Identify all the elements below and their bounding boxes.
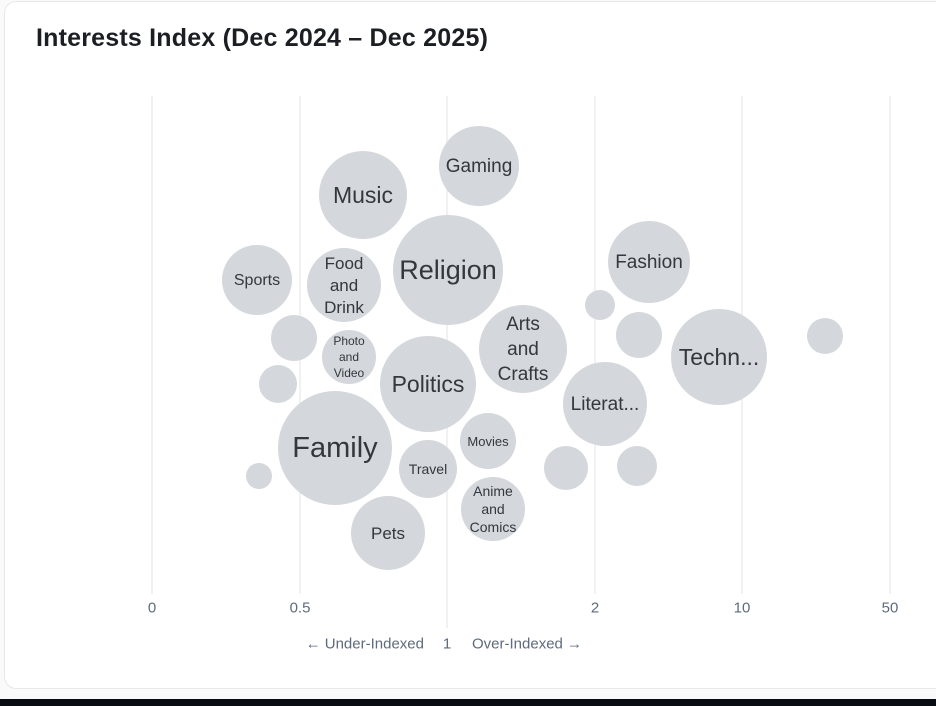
bubble-techn[interactable]: Techn... [671,309,767,405]
bubble-circle-movies[interactable] [460,413,516,469]
bubble-unlabeled[interactable] [246,463,272,489]
bubble-circle-techn[interactable] [671,309,767,405]
bubble-label-movies: Movies [467,434,509,449]
bubble-label-food-and-drink: Food and Drink [324,254,364,317]
bottom-bar [0,699,936,706]
bubble-label-sports: Sports [234,272,280,289]
bubble-label-arts-and-crafts: Arts and Crafts [498,314,549,385]
bubble-sports[interactable]: Sports [222,245,292,315]
bubble-circle-family[interactable] [278,391,392,505]
x-tick-label-50: 50 [882,600,899,617]
bubble-label-religion: Religion [399,255,497,285]
x-tick-label-0: 0 [148,600,156,617]
bubble-circle-sports[interactable] [222,245,292,315]
bubble-movies[interactable]: Movies [460,413,516,469]
bubble-label-pets: Pets [371,524,405,543]
bubble-circle-unlabeled[interactable] [271,315,317,361]
bubble-label-photo-and-video: Photo and Video [333,334,365,380]
bubble-circle-religion[interactable] [393,215,503,325]
bubble-label-family: Family [292,432,378,464]
bubble-unlabeled[interactable] [271,315,317,361]
axis-annotation-under-indexed: ← Under-Indexed [306,636,424,653]
bubble-food-and-drink[interactable]: Food and Drink [307,248,381,322]
bubble-family[interactable]: Family [278,391,392,505]
x-tick-label-10: 10 [734,600,751,617]
bubble-circle-music[interactable] [319,151,407,239]
bubble-circle-unlabeled[interactable] [544,446,588,490]
bubble-music[interactable]: Music [319,151,407,239]
bubble-politics[interactable]: Politics [380,336,476,432]
axis-annotation-over-indexed: Over-Indexed → [472,636,582,653]
bubble-label-techn: Techn... [679,344,760,370]
x-tick-label-2: 2 [591,600,599,617]
bubble-anime-and-comics[interactable]: Anime and Comics [461,477,525,541]
bubble-circle-travel[interactable] [399,440,457,498]
bubble-religion[interactable]: Religion [393,215,503,325]
bubble-unlabeled[interactable] [585,290,615,320]
bubble-circle-arts-and-crafts[interactable] [479,305,567,393]
chart-title: Interests Index (Dec 2024 – Dec 2025) [36,24,489,52]
bubble-circle-unlabeled[interactable] [616,312,662,358]
bubble-label-travel: Travel [409,461,447,477]
bubble-literat[interactable]: Literat... [563,362,647,446]
bubble-unlabeled[interactable] [259,365,297,403]
bubble-unlabeled[interactable] [617,446,657,486]
bubble-circle-literat[interactable] [563,362,647,446]
bubble-circle-photo-and-video[interactable] [322,330,376,384]
bubble-circle-anime-and-comics[interactable] [461,477,525,541]
bubble-label-literat: Literat... [571,394,640,415]
bubble-circle-pets[interactable] [351,496,425,570]
bubble-circle-unlabeled[interactable] [617,446,657,486]
x-tick-label-1: 1 [443,636,451,653]
bubble-circle-food-and-drink[interactable] [307,248,381,322]
bubble-circle-unlabeled[interactable] [246,463,272,489]
bubble-label-politics: Politics [392,371,465,397]
bubble-circle-fashion[interactable] [608,221,690,303]
x-tick-label-0.5: 0.5 [290,600,311,617]
bubble-arts-and-crafts[interactable]: Arts and Crafts [479,305,567,393]
bubble-unlabeled[interactable] [807,318,843,354]
bubble-circle-politics[interactable] [380,336,476,432]
bubble-pets[interactable]: Pets [351,496,425,570]
bubble-label-anime-and-comics: Anime and Comics [470,483,517,535]
bubble-label-music: Music [333,182,393,208]
chart-card [4,1,936,689]
bubble-circle-unlabeled[interactable] [259,365,297,403]
bubble-fashion[interactable]: Fashion [608,221,690,303]
bubble-photo-and-video[interactable]: Photo and Video [322,330,376,384]
bubble-unlabeled[interactable] [616,312,662,358]
bubble-circle-unlabeled[interactable] [807,318,843,354]
bubble-circle-gaming[interactable] [439,126,519,206]
bubble-label-fashion: Fashion [615,252,683,273]
bubble-circle-unlabeled[interactable] [585,290,615,320]
bubble-unlabeled[interactable] [544,446,588,490]
bubble-label-gaming: Gaming [446,156,513,177]
bubble-travel[interactable]: Travel [399,440,457,498]
bubble-gaming[interactable]: Gaming [439,126,519,206]
